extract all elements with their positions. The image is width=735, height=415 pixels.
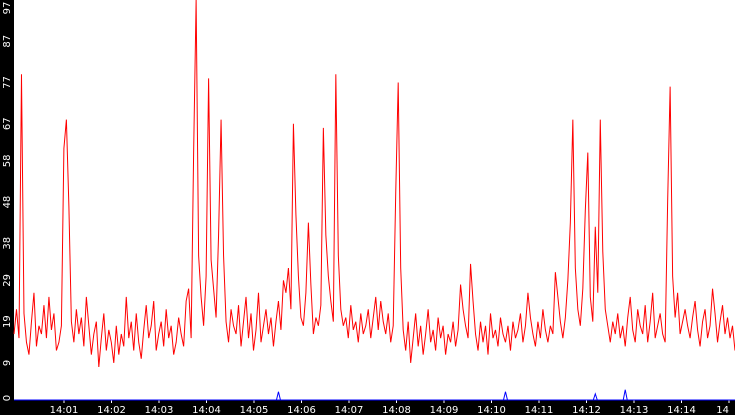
y-tick-label: 58 [2, 154, 13, 167]
x-tick-label: 14:04 [192, 405, 221, 415]
x-tick-label: 14:11 [525, 405, 554, 415]
x-tick-label: 14:12 [572, 405, 601, 415]
blue-spike [592, 392, 598, 401]
series-layer [13, 0, 735, 401]
x-tick-label: 14:13 [620, 405, 649, 415]
x-tick-label: 14 [716, 405, 729, 415]
x-tick-label: 14:05 [240, 405, 269, 415]
y-tick-label: 29 [2, 274, 13, 287]
y-tick-label: 38 [2, 237, 13, 250]
x-tick-label: 14:01 [50, 405, 79, 415]
y-tick-label: 9 [2, 360, 13, 366]
y-tick-label: 67 [2, 117, 13, 130]
y-tick-label: 0 [2, 395, 13, 401]
x-tick-label: 14:14 [667, 405, 696, 415]
x-tick-label: 14:06 [287, 405, 316, 415]
x-tick-label: 14:10 [477, 405, 506, 415]
blue-spike [275, 391, 281, 401]
blue-spike [502, 391, 508, 401]
y-tick-label: 87 [2, 35, 13, 48]
y-tick-label: 19 [2, 315, 13, 328]
blue-spike [622, 389, 628, 401]
x-tick-label: 14:02 [97, 405, 126, 415]
x-tick-label: 14:03 [145, 405, 174, 415]
y-tick-label: 77 [2, 76, 13, 89]
x-tick-label: 14:07 [335, 405, 364, 415]
y-tick-label: 48 [2, 196, 13, 209]
series-red-line [13, 0, 735, 368]
y-tick-label: 97 [2, 2, 13, 15]
x-tick-label: 14:09 [430, 405, 459, 415]
x-axis: 14:01 14:02 14:03 14:04 14:05 14:06 14:07 14:08… [50, 400, 730, 415]
y-axis: 0 9 19 29 38 48 58 67 77 87 97 [2, 2, 13, 402]
x-tick-label: 14:08 [382, 405, 411, 415]
